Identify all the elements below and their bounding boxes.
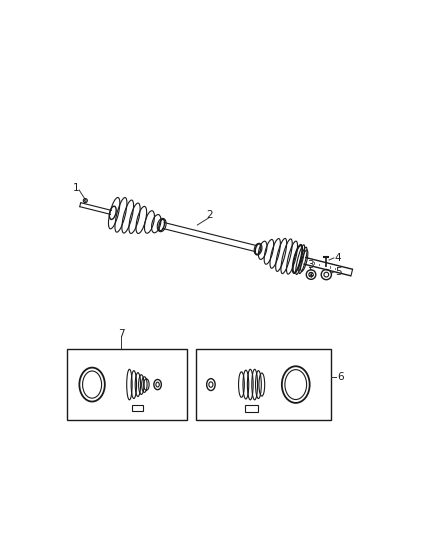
Text: 4: 4 [335, 253, 342, 263]
Bar [196, 349, 332, 420]
Text: 7: 7 [118, 329, 124, 340]
Text: 2: 2 [206, 210, 212, 220]
Bar [245, 405, 258, 411]
Text: 5: 5 [335, 267, 342, 277]
Bar [67, 349, 187, 420]
Bar [132, 405, 143, 411]
Text: 6: 6 [337, 372, 344, 382]
Text: 1: 1 [72, 183, 79, 193]
Text: 3: 3 [307, 260, 313, 270]
